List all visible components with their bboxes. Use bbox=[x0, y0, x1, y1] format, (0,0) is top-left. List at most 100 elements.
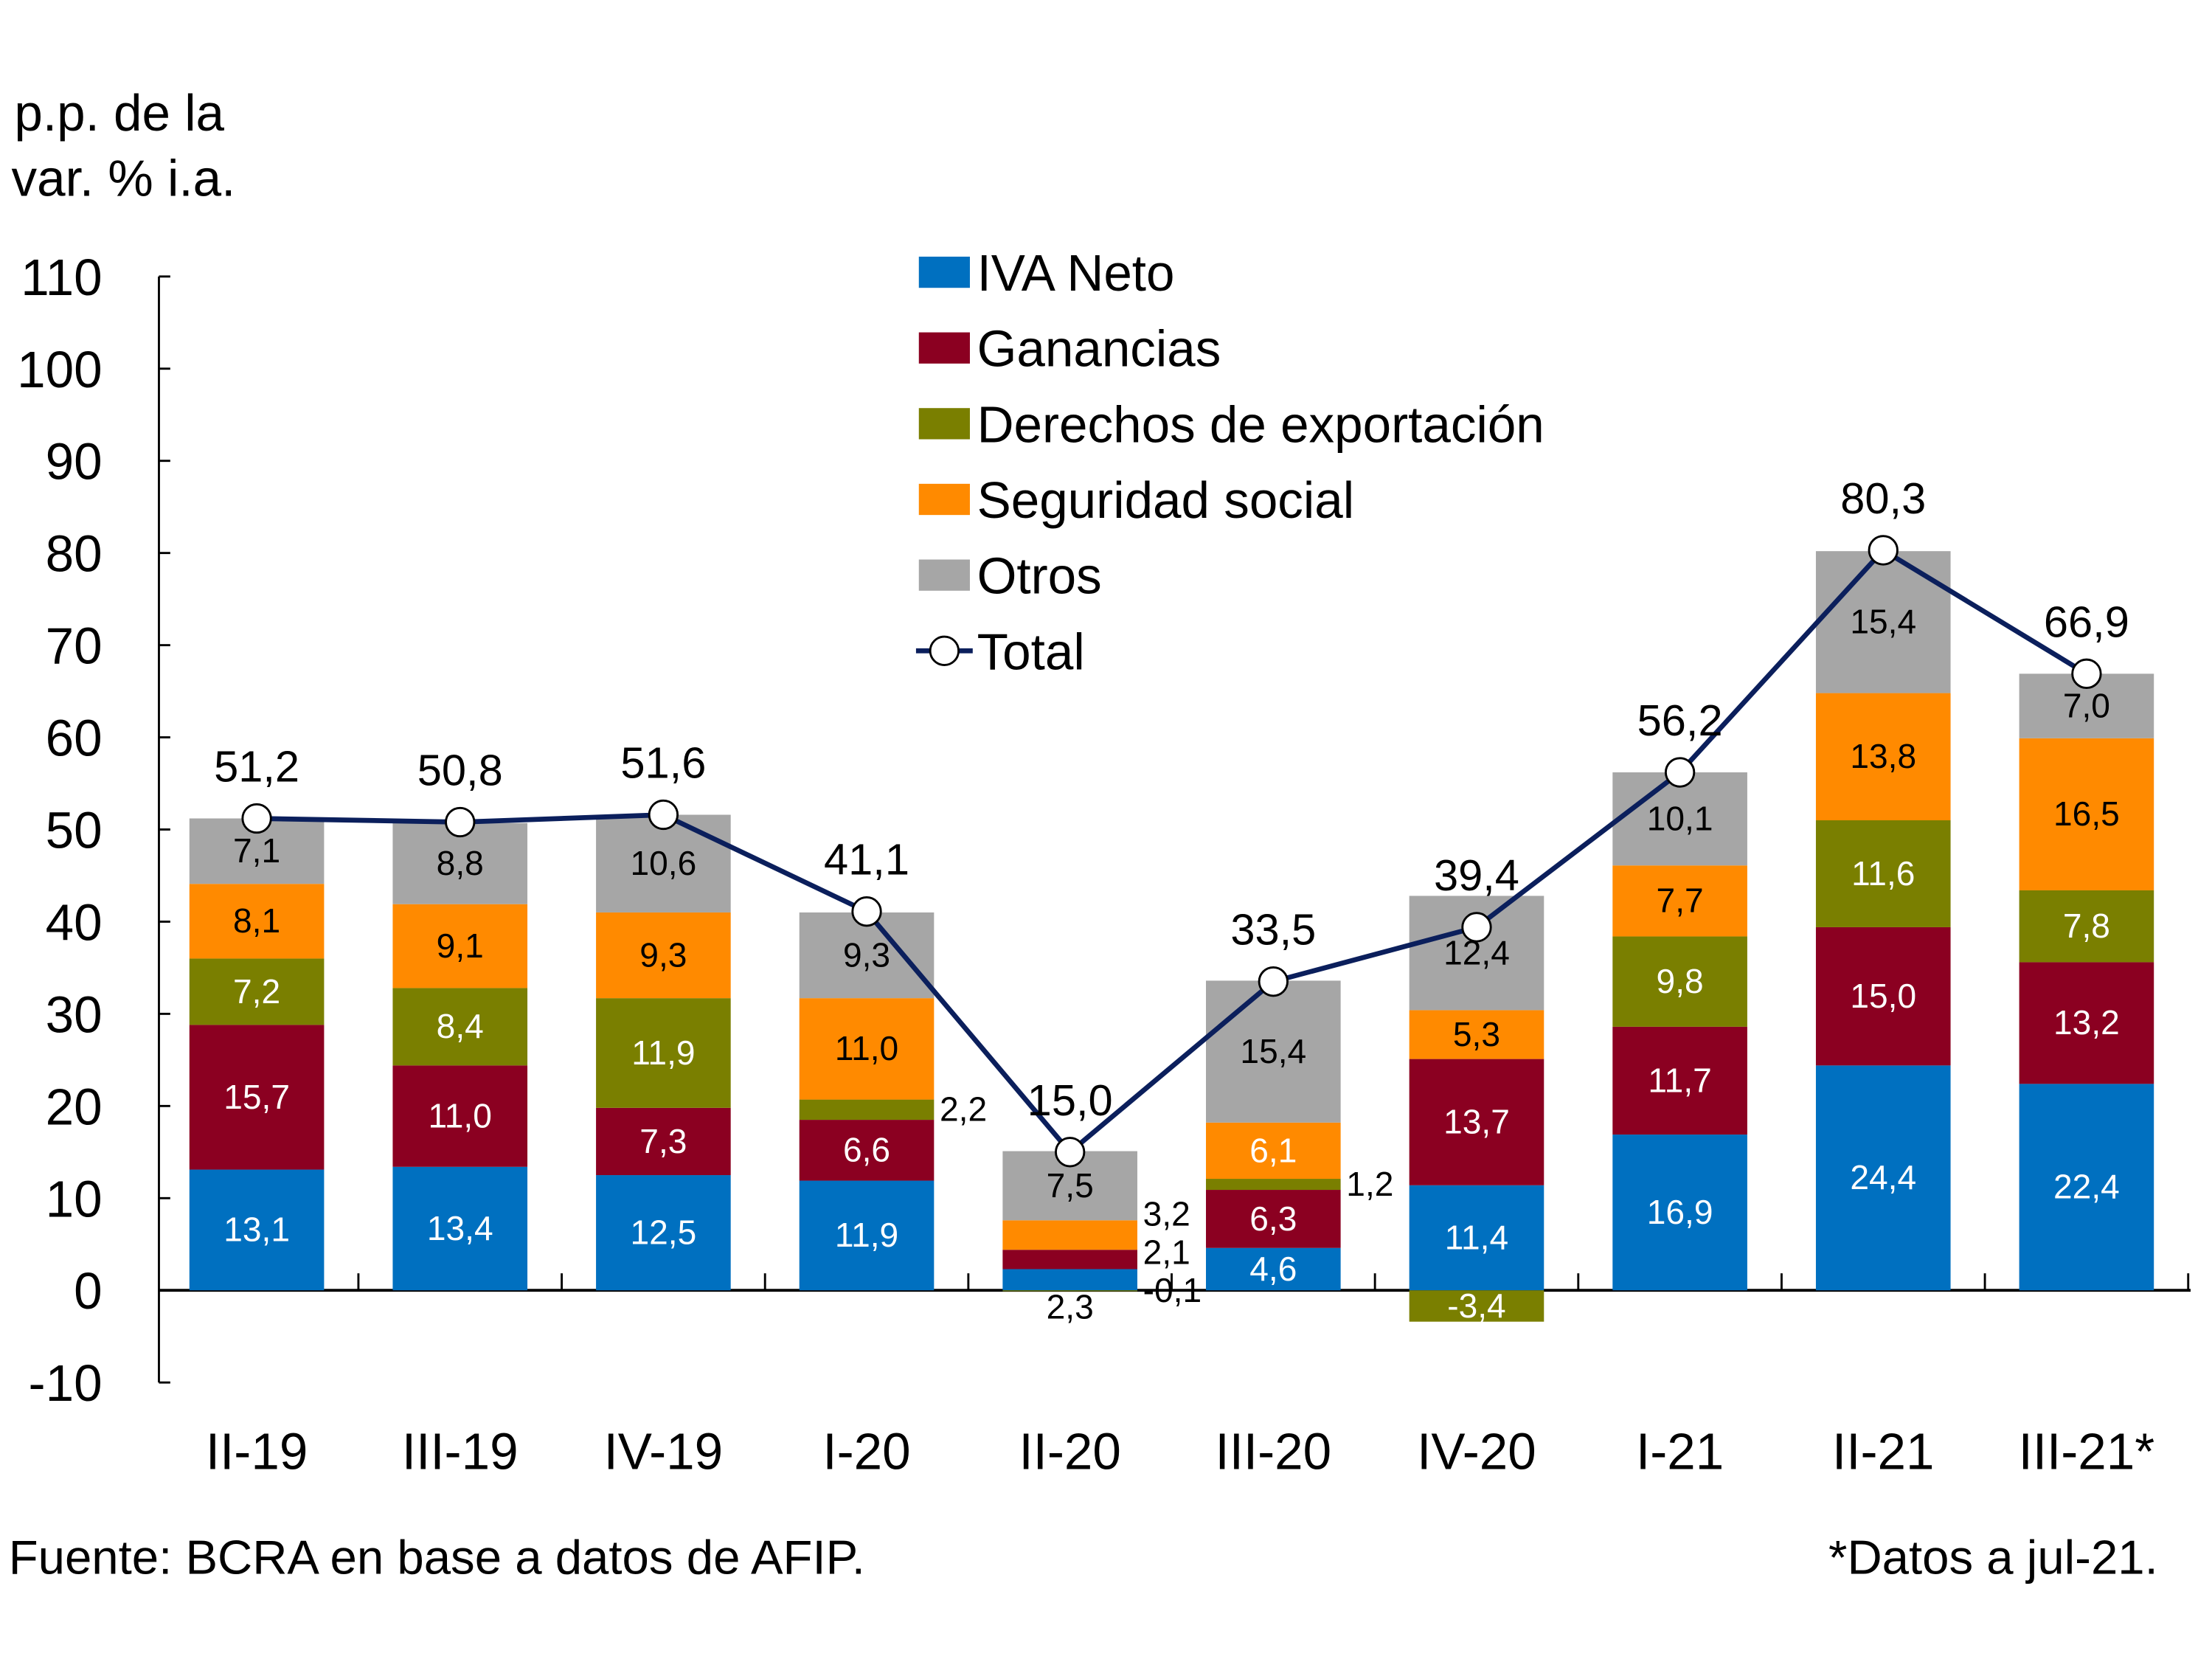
total-marker bbox=[1664, 757, 1696, 788]
bar-segment-seguridad-social bbox=[2019, 738, 2154, 890]
x-tick-label: III-21* bbox=[2019, 1422, 2155, 1480]
total-marker bbox=[1461, 912, 1492, 943]
data-label: 7,0 bbox=[2063, 686, 2110, 724]
bar-segment-ganancias bbox=[799, 1120, 935, 1181]
bar-segment-seguridad-social bbox=[1206, 1122, 1341, 1180]
data-label: 9,3 bbox=[843, 935, 890, 974]
data-label: 11,7 bbox=[1648, 1061, 1711, 1099]
y-tick-label: 50 bbox=[46, 801, 103, 859]
x-tick-label: I-21 bbox=[1636, 1422, 1724, 1480]
bar-segment-otros bbox=[596, 814, 731, 912]
data-label: 7,8 bbox=[2063, 907, 2110, 945]
data-label: 9,8 bbox=[1657, 962, 1704, 1000]
y-tick-label: 60 bbox=[46, 710, 103, 767]
data-label: 9,3 bbox=[639, 935, 687, 974]
bar-segment-seguridad-social bbox=[1815, 693, 1951, 821]
data-label: 11,0 bbox=[429, 1096, 492, 1135]
y-tick-label: 30 bbox=[46, 986, 103, 1043]
bar-segment-seguridad-social bbox=[392, 904, 528, 988]
data-label: 8,1 bbox=[233, 901, 280, 940]
total-marker bbox=[1258, 966, 1289, 997]
data-label: 13,7 bbox=[1443, 1103, 1510, 1141]
y-tick-label: 90 bbox=[46, 433, 103, 491]
data-label: 6,6 bbox=[843, 1131, 890, 1169]
data-label: 11,6 bbox=[1851, 854, 1915, 893]
bar-segment-ganancias bbox=[1612, 1026, 1747, 1135]
legend-swatch bbox=[918, 559, 970, 591]
axes: -10 0 10 20 30 40 50 60 70 80 90 100 110 II-19 III-19 I… bbox=[17, 249, 2191, 1480]
data-label: 8,4 bbox=[437, 1007, 484, 1045]
x-tick-label: III-20 bbox=[1215, 1422, 1331, 1480]
data-label: 2,2 bbox=[940, 1090, 987, 1129]
bar-segment-iva-neto bbox=[1206, 1247, 1341, 1291]
data-label: 7,1 bbox=[233, 831, 280, 870]
legend-swatch bbox=[918, 332, 970, 364]
bar-segment-ganancias bbox=[596, 1107, 731, 1176]
y-tick-label: 70 bbox=[46, 617, 103, 675]
data-label: 24,4 bbox=[1850, 1158, 1916, 1196]
legend-marker bbox=[929, 635, 960, 666]
bar-segment-otros bbox=[1612, 772, 1747, 866]
bar-segment-seguridad-social bbox=[1409, 1010, 1544, 1059]
x-tick-label: I-20 bbox=[822, 1422, 910, 1480]
data-label: 13,1 bbox=[223, 1211, 290, 1249]
total-label: 51,2 bbox=[214, 742, 299, 792]
legend-label: Ganancias bbox=[977, 320, 1221, 378]
bar-segment-iva-neto bbox=[1409, 1185, 1544, 1291]
bar-segment-iva-neto bbox=[596, 1175, 731, 1291]
legend-swatch bbox=[918, 408, 970, 440]
footnote: *Datos a jul-21. bbox=[1828, 1531, 2158, 1584]
data-label: 1,2 bbox=[1346, 1165, 1393, 1203]
bar-segment-derechos-de-exportaci-n bbox=[1612, 936, 1747, 1027]
data-label: 7,2 bbox=[233, 972, 280, 1011]
bar-segment-ganancias bbox=[2019, 962, 2154, 1084]
bars: 13,1 15,7 7,2 8,1 7,1 13,4 11,0 8,4 9,1 8,8 12,5 7,… bbox=[189, 551, 2154, 1326]
legend-label: Derechos de exportación bbox=[977, 395, 1544, 453]
total-marker bbox=[851, 896, 882, 927]
total-marker bbox=[445, 806, 476, 838]
bar-segment-derechos-de-exportaci-n bbox=[1206, 1179, 1341, 1191]
data-label: -0,1 bbox=[1143, 1271, 1202, 1309]
data-label: 5,3 bbox=[1453, 1015, 1500, 1053]
total-label: 39,4 bbox=[1434, 851, 1519, 900]
bar-segment-ganancias bbox=[392, 1065, 528, 1167]
data-label: 11,9 bbox=[631, 1033, 695, 1072]
data-label: 11,9 bbox=[835, 1216, 898, 1254]
data-label: 6,3 bbox=[1249, 1199, 1297, 1238]
y-tick-label: 40 bbox=[46, 893, 103, 951]
bar-segment-ganancias bbox=[1409, 1059, 1544, 1185]
total-label: 50,8 bbox=[417, 746, 503, 795]
data-label: 22,4 bbox=[2053, 1168, 2120, 1206]
data-label: 15,0 bbox=[1850, 977, 1916, 1015]
total-label: 15,0 bbox=[1027, 1076, 1113, 1125]
y-tick-label: 110 bbox=[21, 249, 102, 306]
total-label: 56,2 bbox=[1637, 696, 1723, 745]
bar-segment-iva-neto bbox=[1612, 1135, 1747, 1291]
bar-segment-seguridad-social bbox=[799, 998, 935, 1100]
data-label: 13,8 bbox=[1850, 737, 1916, 775]
total-label: 66,9 bbox=[2044, 597, 2129, 646]
data-label: 16,9 bbox=[1647, 1193, 1713, 1231]
data-label: 11,0 bbox=[835, 1029, 898, 1067]
bar-segment-derechos-de-exportaci-n bbox=[2019, 890, 2154, 963]
data-label: -3,4 bbox=[1447, 1286, 1505, 1325]
bar-segment-derechos-de-exportaci-n bbox=[799, 1099, 935, 1121]
bar-segment-iva-neto bbox=[1815, 1065, 1951, 1291]
y-tick-label: 10 bbox=[46, 1170, 103, 1227]
y-tick-label: -10 bbox=[29, 1354, 103, 1412]
data-label: 15,4 bbox=[1240, 1032, 1306, 1070]
data-label: 13,4 bbox=[427, 1209, 493, 1247]
data-label: 2,1 bbox=[1143, 1233, 1190, 1271]
legend-label: IVA Neto bbox=[977, 244, 1175, 302]
y-axis-label-line1: p.p. de la bbox=[14, 84, 224, 142]
y-axis-label-line2: var. % i.a. bbox=[12, 149, 236, 207]
legend-label: Seguridad social bbox=[977, 471, 1355, 529]
bar-segment-otros bbox=[1206, 980, 1341, 1123]
data-label: 7,7 bbox=[1657, 882, 1704, 920]
bar-segment-iva-neto bbox=[189, 1169, 325, 1291]
source-note: Fuente: BCRA en base a datos de AFIP. bbox=[9, 1531, 865, 1584]
legend-label: Otros bbox=[977, 547, 1102, 605]
x-tick-label: II-20 bbox=[1019, 1422, 1120, 1480]
data-label: 7,5 bbox=[1047, 1166, 1094, 1205]
data-label: 2,3 bbox=[1047, 1288, 1094, 1326]
